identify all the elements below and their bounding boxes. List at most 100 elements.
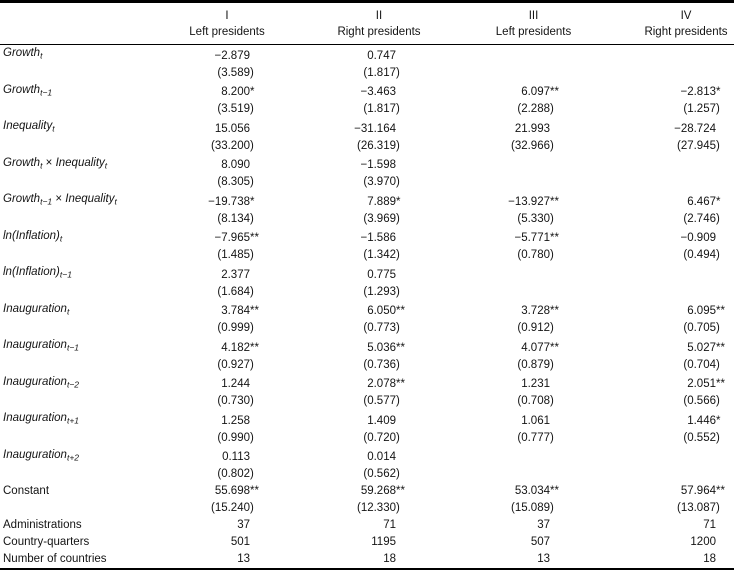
value-text: (1.684 — [217, 285, 250, 298]
value-text: 3.784 — [221, 305, 250, 317]
stderr-row: (15.240) (12.330) (15.089) (13.087) — [0, 500, 734, 517]
stderr-cell: (3.970) — [363, 176, 400, 188]
stderr-cell — [612, 65, 734, 82]
value-text: 1.244 — [221, 378, 250, 390]
value-text: 6.467 — [687, 195, 716, 208]
value-text: 18 — [703, 553, 716, 565]
value-text: (13.087 — [676, 502, 716, 514]
value-text: (2.288 — [517, 103, 550, 115]
row-label: Country-quarters — [0, 534, 151, 551]
value-text: (0.927 — [217, 358, 250, 371]
coefficient-cell: 0.775 — [303, 264, 455, 284]
column-header-iii: III Left presidents — [455, 3, 612, 45]
row-label: Inaugurationt−2 — [0, 374, 151, 394]
coefficient-cell — [612, 447, 734, 467]
value-text: (1.817 — [363, 103, 396, 115]
coefficient-cell: −5.771** — [514, 232, 559, 244]
value-text: (0.802 — [217, 468, 250, 480]
column-title: Left presidents — [189, 26, 265, 38]
column-title: Right presidents — [644, 26, 728, 38]
row-label-spacer — [0, 466, 151, 483]
stat-cell: 71 — [303, 517, 455, 534]
stat-row: Country-quarters 501 1195 507 1200 — [0, 534, 734, 551]
value-text: 8.090 — [221, 159, 250, 171]
label-text: Growth — [3, 193, 41, 205]
stderr-cell: (0.566) — [683, 395, 720, 407]
coefficient-cell: 15.056 — [151, 118, 303, 138]
stderr-cell: (0.704) — [683, 358, 720, 371]
coefficient-row: Growtht−1 × Inequalityt −19.738* 7.889* −13… — [0, 191, 734, 211]
coefficient-row: Growtht × Inequalityt 8.090 −1.598 — [0, 155, 734, 175]
stderr-cell: (0.705) — [683, 322, 720, 334]
stat-row: Number of countries 13 18 13 18 — [0, 551, 734, 568]
row-label-spacer — [0, 357, 151, 374]
stat-cell: 37 — [455, 517, 612, 534]
coefficient-cell: 1.061 — [455, 410, 612, 430]
value-text: 21.993 — [514, 122, 550, 135]
stat-cell: 507 — [455, 534, 612, 551]
stat-cell: 13 — [151, 551, 303, 568]
stderr-cell: (13.087) — [676, 502, 720, 514]
value-text: 57.964 — [680, 485, 716, 497]
row-label: Growtht — [0, 45, 151, 65]
label-subscript: t — [114, 196, 117, 207]
stderr-cell: (2.288) — [517, 103, 554, 115]
stderr-cell: (3.519) — [217, 103, 254, 115]
value-text: (0.494 — [683, 249, 716, 261]
stderr-cell: (0.494) — [683, 249, 720, 261]
stderr-cell: (0.552) — [683, 431, 720, 444]
value-text: (0.777 — [517, 431, 550, 444]
coefficient-cell: −7.965** — [214, 232, 259, 244]
stderr-row: (0.990) (0.720) (0.777) (0.552) — [0, 430, 734, 447]
coefficient-cell: 55.698** — [214, 485, 259, 497]
row-label: Constant — [0, 483, 151, 500]
stderr-cell: (0.730) — [217, 395, 254, 407]
value-text: (27.945 — [676, 139, 716, 152]
stderr-cell: (0.780) — [517, 249, 554, 261]
stderr-row: (33.200) (26.319) (32.966) (27.945) — [0, 138, 734, 155]
value-text: 53.034 — [514, 485, 550, 497]
label-text: Inequality — [55, 156, 105, 169]
stderr-cell: (0.879) — [517, 358, 554, 371]
coefficient-cell: −3.463 — [303, 82, 455, 102]
coefficient-cell: −19.738* — [208, 195, 255, 208]
label-text: × — [52, 193, 66, 205]
value-text: 1.446 — [687, 414, 716, 427]
value-text: 2.377 — [221, 268, 250, 281]
label-text: Country-quarters — [3, 536, 90, 548]
stderr-cell: (0.736) — [363, 358, 400, 371]
label-text: Inauguration — [3, 448, 67, 461]
stderr-cell: (1.257) — [683, 103, 720, 115]
stat-row: Administrations 37 71 37 71 — [0, 517, 734, 534]
value-text: (0.990 — [217, 431, 250, 444]
value-text: 1.231 — [521, 378, 550, 390]
coefficient-row: Constant 55.698** 59.268** 53.034** 57.964** — [0, 483, 734, 500]
coefficient-cell: −2.879 — [151, 45, 303, 65]
stat-cell: 37 — [151, 517, 303, 534]
column-numeral: I — [225, 10, 229, 22]
stderr-cell: (1.485) — [217, 249, 254, 261]
column-numeral: III — [528, 10, 539, 22]
stderr-cell: (27.945) — [676, 139, 720, 152]
value-text: 71 — [383, 519, 396, 531]
stderr-cell: (0.999) — [217, 322, 254, 334]
value-text: 6.050 — [367, 305, 396, 317]
value-text: 6.097 — [521, 86, 550, 98]
value-text: 55.698 — [214, 485, 250, 497]
stderr-row: (0.802) (0.562) — [0, 466, 734, 483]
value-text: (0.736 — [363, 358, 396, 371]
column-header-i: I Left presidents — [151, 3, 303, 45]
value-text: (33.200 — [210, 139, 250, 152]
label-text: Inequality — [3, 120, 53, 132]
stderr-row: (8.134) (3.969) (5.330) (2.746) — [0, 211, 734, 228]
label-subscript: t−1 — [40, 87, 53, 97]
label-subscript: t−1 — [66, 342, 80, 353]
stderr-cell: (0.773) — [363, 322, 400, 334]
value-text: (1.257 — [683, 103, 716, 115]
label-subscript: t — [52, 123, 55, 134]
stderr-cell: (8.134) — [217, 212, 254, 225]
value-text: −1.586 — [360, 232, 397, 244]
value-text: (0.780 — [517, 249, 550, 261]
value-text: (32.966 — [510, 139, 550, 152]
coefficient-row: Inaugurationt 3.784** 6.050** 3.728** 6.095*… — [0, 301, 734, 321]
